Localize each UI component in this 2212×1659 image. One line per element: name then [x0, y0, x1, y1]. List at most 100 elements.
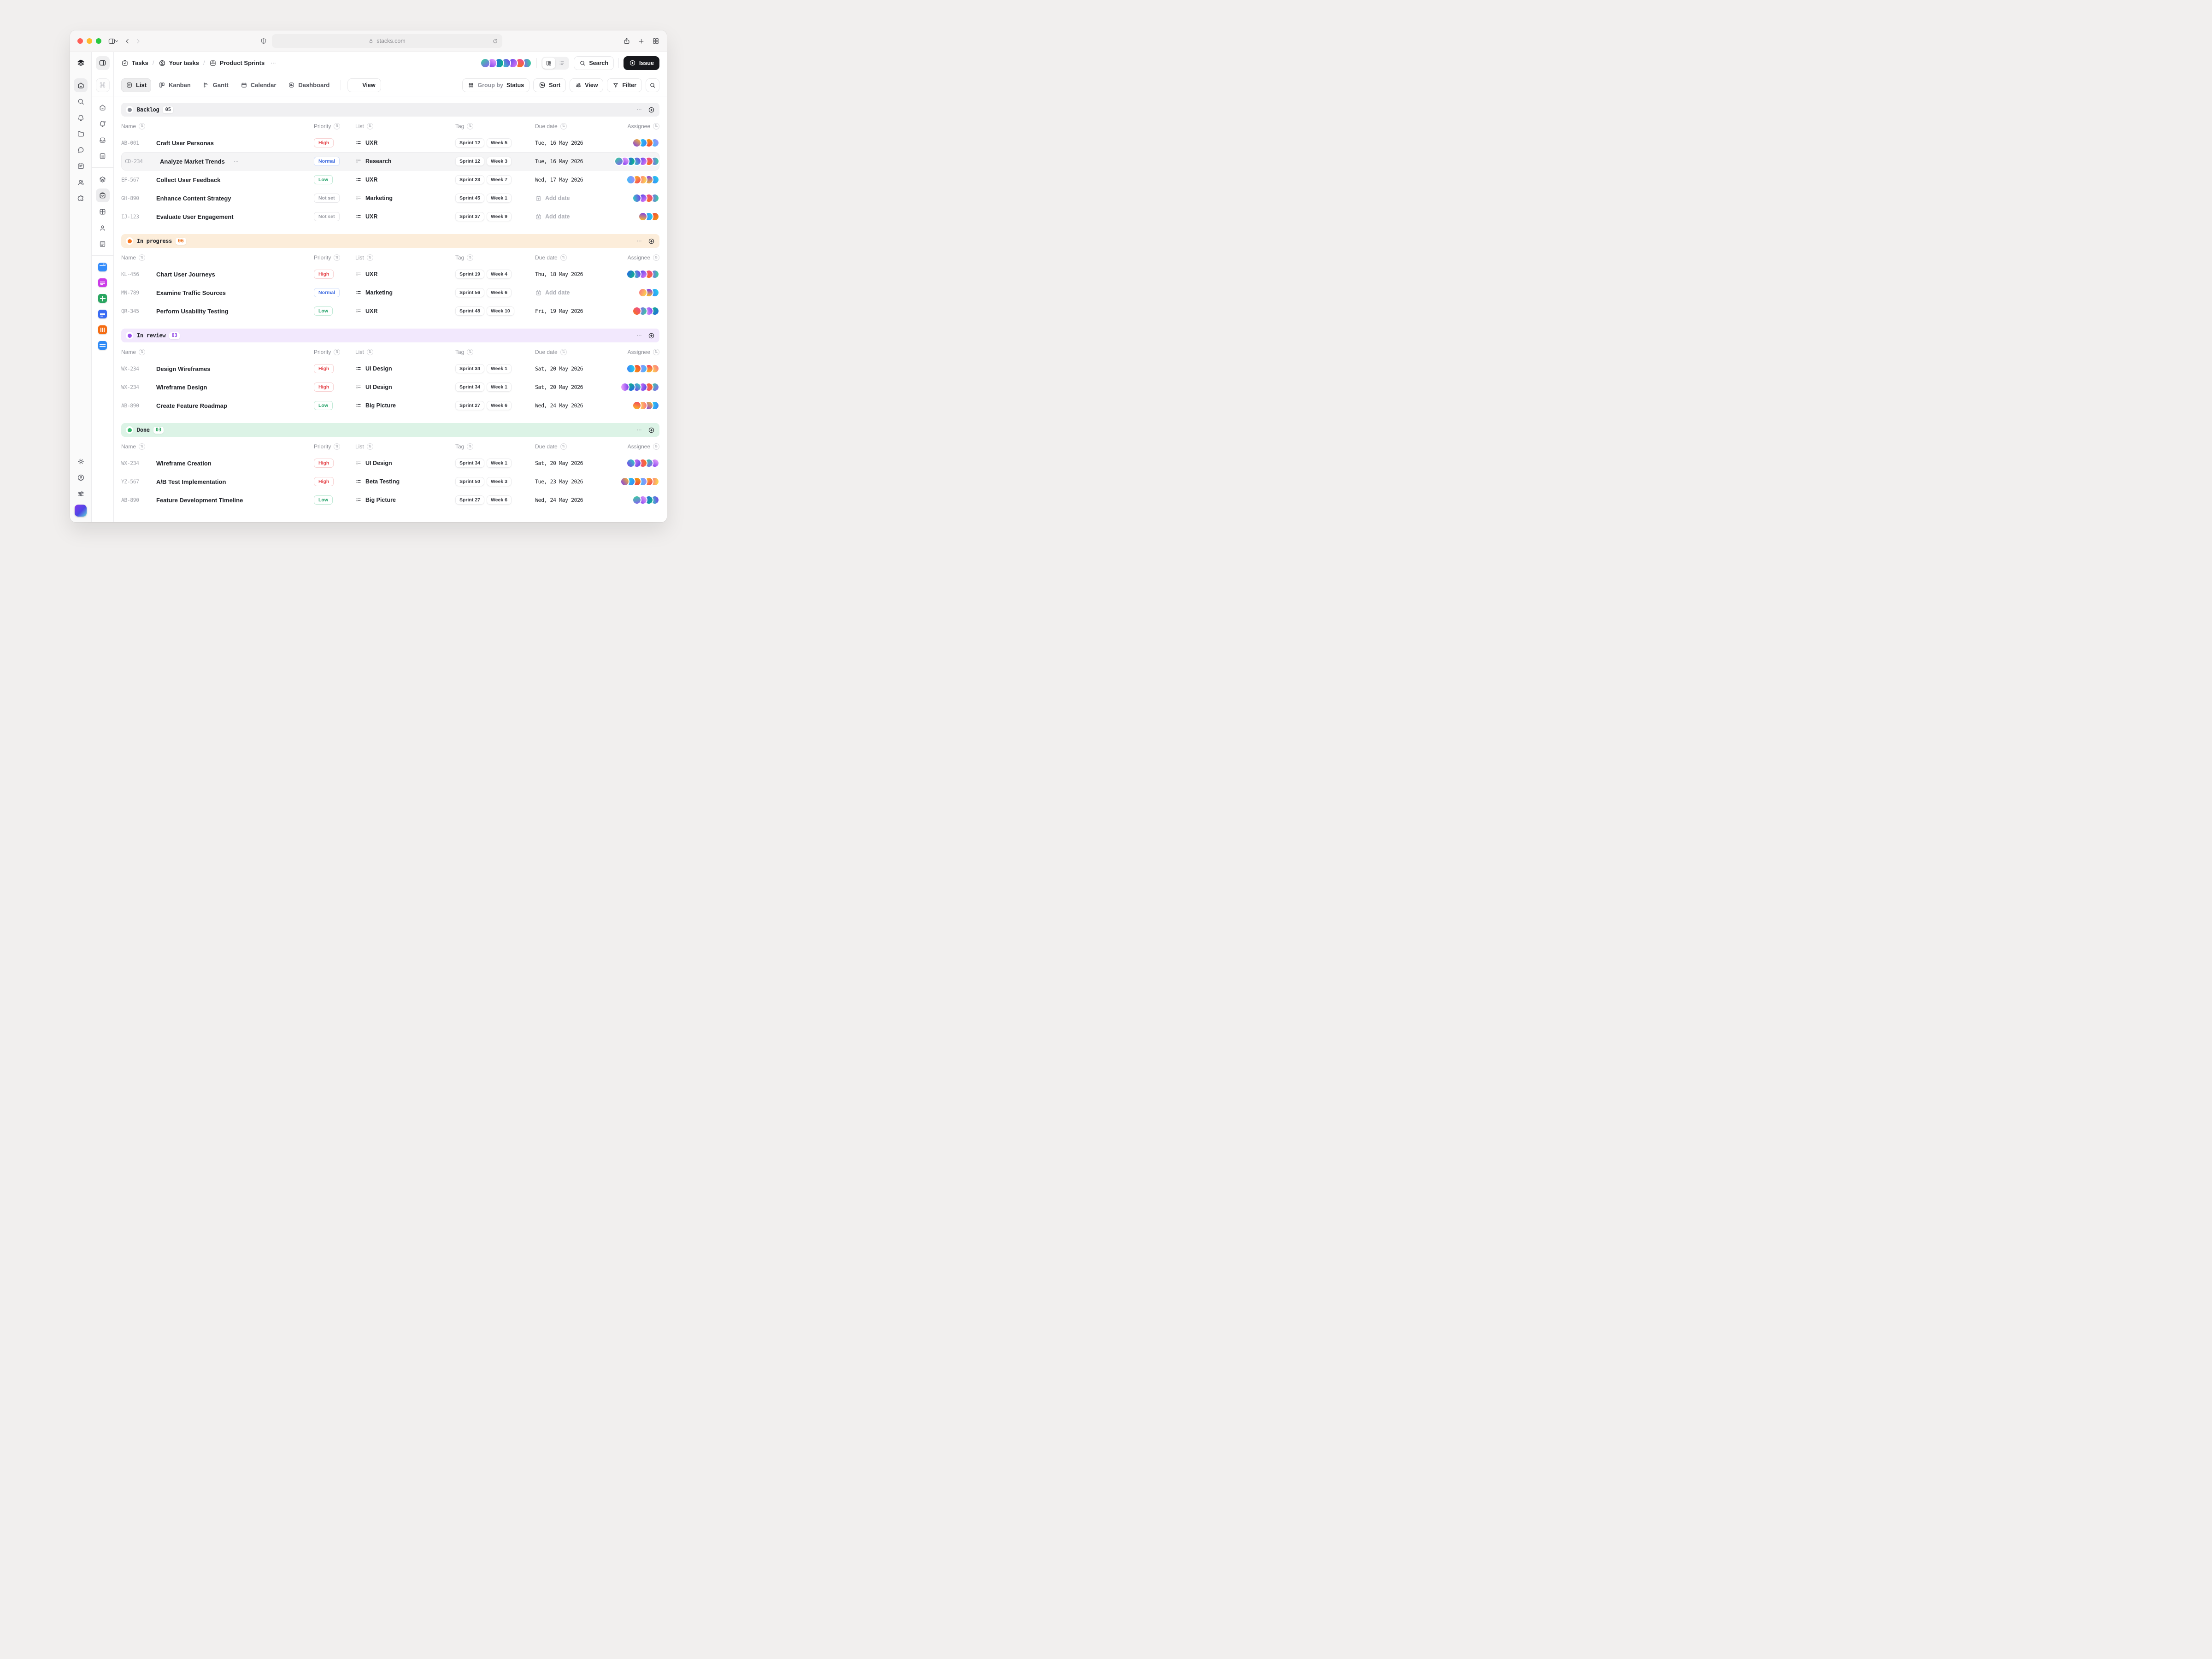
group-header-done[interactable]: Done 03 — [121, 423, 659, 437]
list-cell[interactable]: Beta Testing — [355, 478, 455, 485]
assignee-avatars[interactable] — [604, 212, 659, 221]
column-header-list[interactable]: List ⇅ — [355, 254, 455, 261]
column-header-priority[interactable]: Priority ⇅ — [314, 349, 355, 355]
view-toggle-board[interactable] — [542, 57, 556, 69]
sidebar-item-my-tasks[interactable] — [95, 188, 110, 202]
command-menu-button[interactable]: ⌘ — [95, 78, 110, 92]
view-options-button[interactable]: View — [570, 78, 604, 92]
list-cell[interactable]: UI Design — [355, 384, 455, 390]
list-cell[interactable]: Marketing — [355, 289, 455, 296]
column-header-name[interactable]: Name ⇅ — [121, 123, 314, 129]
priority-badge[interactable]: High — [314, 364, 334, 373]
table-row[interactable]: WX-234 Wireframe Design High UI Design S… — [121, 378, 659, 396]
tag-pill[interactable]: Week 9 — [486, 212, 512, 221]
tab-overview-icon[interactable] — [652, 37, 659, 45]
tag-pill[interactable]: Sprint 50 — [455, 477, 484, 486]
forward-icon[interactable] — [135, 38, 141, 45]
list-cell[interactable]: Big Picture — [355, 402, 455, 409]
sort-icon[interactable]: ⇅ — [334, 123, 341, 129]
sort-icon[interactable]: ⇅ — [139, 443, 146, 450]
team-avatars[interactable] — [480, 58, 532, 68]
column-header-priority[interactable]: Priority ⇅ — [314, 443, 355, 450]
tag-pill[interactable]: Week 7 — [486, 175, 512, 184]
rail-item-files[interactable] — [74, 127, 88, 141]
sort-icon[interactable]: ⇅ — [653, 123, 659, 129]
tag-pill[interactable]: Week 4 — [486, 270, 512, 279]
url-bar[interactable]: stacks.com — [271, 34, 502, 48]
sort-icon[interactable]: ⇅ — [467, 349, 474, 355]
tag-pill[interactable]: Week 6 — [486, 495, 512, 505]
column-header-name[interactable]: Name ⇅ — [121, 254, 314, 261]
zoom-window-button[interactable] — [96, 38, 101, 44]
table-row[interactable]: AB-890 Create Feature Roadmap Low Big Pi… — [121, 396, 659, 415]
window-controls[interactable] — [77, 38, 101, 44]
app-logo-icon[interactable] — [70, 52, 91, 74]
sort-icon[interactable]: ⇅ — [560, 349, 567, 355]
refresh-icon[interactable] — [492, 38, 498, 44]
group-add-button[interactable] — [648, 238, 655, 245]
table-row[interactable]: IJ-123 Evaluate User Engagement Not set … — [121, 207, 659, 226]
list-cell[interactable]: UXR — [355, 176, 455, 183]
tag-pill[interactable]: Sprint 37 — [455, 212, 484, 221]
add-date-button[interactable]: Add date — [535, 289, 604, 296]
search-button[interactable]: Search — [574, 56, 614, 70]
column-header-due-date[interactable]: Due date ⇅ — [535, 349, 604, 355]
breadcrumb-item-product-sprints[interactable]: Product Sprints — [209, 59, 265, 67]
list-cell[interactable]: UXR — [355, 140, 455, 146]
sort-icon[interactable]: ⇅ — [334, 349, 341, 355]
assignee-avatars[interactable] — [604, 194, 659, 203]
new-tab-icon[interactable] — [638, 38, 645, 45]
assignee-avatars[interactable] — [604, 495, 659, 505]
list-cell[interactable]: UXR — [355, 308, 455, 314]
app-card-icon[interactable] — [98, 341, 107, 350]
table-row[interactable]: YZ-567 A/B Test Implementation High Beta… — [121, 472, 659, 491]
tag-pill[interactable]: Week 1 — [486, 459, 512, 468]
column-header-list[interactable]: List ⇅ — [355, 443, 455, 450]
sort-icon[interactable]: ⇅ — [653, 254, 659, 261]
rail-item-search[interactable] — [74, 94, 88, 108]
column-header-name[interactable]: Name ⇅ — [121, 349, 314, 355]
privacy-shield-icon[interactable] — [260, 37, 267, 45]
assignee-avatars[interactable] — [604, 364, 659, 373]
priority-badge[interactable]: Not set — [314, 194, 340, 203]
tag-pill[interactable]: Sprint 45 — [455, 194, 484, 203]
column-header-tag[interactable]: Tag ⇅ — [455, 123, 535, 129]
column-header-list[interactable]: List ⇅ — [355, 123, 455, 129]
tag-pill[interactable]: Week 1 — [486, 364, 512, 373]
tag-pill[interactable]: Week 6 — [486, 401, 512, 410]
table-row[interactable]: EF-567 Collect User Feedback Low UXR Spr… — [121, 171, 659, 189]
priority-badge[interactable]: High — [314, 138, 334, 147]
tag-pill[interactable]: Week 1 — [486, 382, 512, 392]
column-header-due-date[interactable]: Due date ⇅ — [535, 123, 604, 129]
tag-pill[interactable]: Sprint 19 — [455, 270, 484, 279]
priority-badge[interactable]: High — [314, 459, 334, 468]
group-header-backlog[interactable]: Backlog 05 — [121, 103, 659, 117]
minimize-window-button[interactable] — [87, 38, 92, 44]
assignee-avatars[interactable] — [604, 175, 659, 184]
table-row[interactable]: AB-001 Craft User Personas High UXR Spri… — [121, 134, 659, 152]
breadcrumb-item-your-tasks[interactable]: Your tasks — [159, 59, 199, 67]
group-add-button[interactable] — [648, 106, 655, 113]
sidebar-item-checklists[interactable] — [96, 149, 110, 163]
rail-item-account[interactable] — [74, 471, 88, 484]
sidebar-item-board[interactable] — [96, 205, 110, 218]
list-cell[interactable]: UI Design — [355, 460, 455, 466]
table-row[interactable]: CD-234 Analyze Market Trends Normal Rese… — [121, 152, 659, 171]
list-cell[interactable]: Big Picture — [355, 497, 455, 503]
group-header-in-progress[interactable]: In progress 06 — [121, 234, 659, 248]
rail-item-home[interactable] — [74, 78, 88, 92]
list-cell[interactable]: Research — [355, 158, 455, 165]
group-add-button[interactable] — [648, 332, 655, 339]
priority-badge[interactable]: Low — [314, 175, 333, 184]
assignee-avatars[interactable] — [604, 306, 659, 316]
tag-pill[interactable]: Sprint 12 — [455, 138, 484, 147]
app-window-icon[interactable] — [98, 263, 107, 271]
tag-pill[interactable]: Sprint 27 — [455, 401, 484, 410]
sort-icon[interactable]: ⇅ — [653, 443, 659, 450]
priority-badge[interactable]: Not set — [314, 212, 340, 221]
tab-gantt[interactable]: Gantt — [198, 78, 233, 92]
list-cell[interactable]: Marketing — [355, 195, 455, 201]
priority-badge[interactable]: Low — [314, 306, 333, 316]
tag-pill[interactable]: Sprint 48 — [455, 306, 484, 316]
sort-icon[interactable]: ⇅ — [334, 254, 341, 261]
